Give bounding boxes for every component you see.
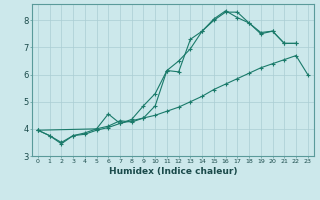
X-axis label: Humidex (Indice chaleur): Humidex (Indice chaleur)	[108, 167, 237, 176]
